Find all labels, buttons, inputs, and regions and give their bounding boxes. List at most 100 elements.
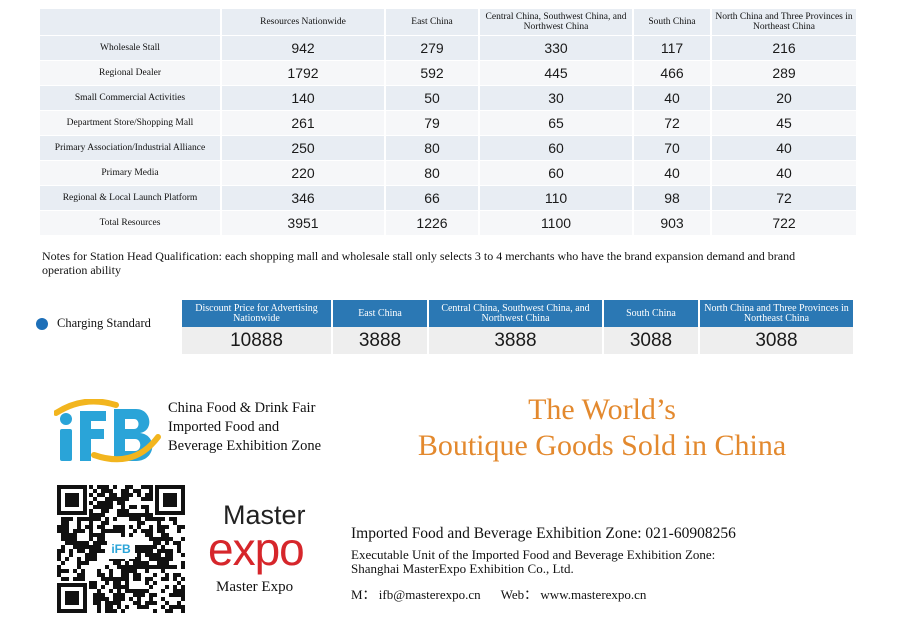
master-expo-logo-word: Master (223, 500, 306, 530)
header-corner (40, 9, 222, 36)
qr-module (141, 589, 145, 593)
qr-module (145, 601, 149, 605)
qr-module (141, 549, 145, 553)
qr-module (105, 605, 109, 609)
table-cell: 346 (221, 185, 386, 211)
table-cell: 592 (385, 60, 480, 86)
qr-module (57, 529, 61, 533)
price-cell: 3888 (428, 327, 604, 354)
qr-module (69, 533, 73, 537)
website-link[interactable]: Web： www.masterexpo.cn (500, 587, 647, 602)
qr-module (65, 569, 69, 573)
qr-module (177, 605, 181, 609)
qr-module (105, 485, 109, 489)
qr-module (149, 577, 153, 581)
qr-module (161, 569, 165, 573)
qr-module (137, 573, 141, 577)
qr-module (153, 609, 157, 613)
qr-module (137, 601, 141, 605)
qr-module (161, 529, 165, 533)
qr-module (165, 561, 169, 565)
qr-module (177, 593, 181, 597)
qr-module (93, 545, 97, 549)
row-label: Regional Dealer (40, 60, 222, 86)
qr-module (165, 541, 169, 545)
qr-module (165, 585, 169, 589)
qr-module (121, 585, 125, 589)
qr-module (145, 605, 149, 609)
qr-module (73, 541, 77, 545)
row-label: Department Store/Shopping Mall (40, 110, 222, 136)
qr-module (173, 593, 177, 597)
qr-module (85, 557, 89, 561)
qr-module (161, 589, 165, 593)
qr-module (129, 485, 133, 489)
qr-module (57, 565, 61, 569)
qr-module (137, 513, 141, 517)
qr-module (117, 561, 121, 565)
qr-module (113, 493, 117, 497)
qr-module (165, 525, 169, 529)
qr-module (149, 485, 153, 489)
qr-module (173, 541, 177, 545)
column-header: Resources Nationwide (221, 9, 386, 36)
qr-module (77, 541, 81, 545)
qr-module (65, 525, 69, 529)
expo-logo-word: expo (208, 523, 305, 575)
qr-module (97, 601, 101, 605)
qr-module (117, 585, 121, 589)
qr-module (141, 497, 145, 501)
qr-module (137, 545, 141, 549)
qr-module (101, 525, 105, 529)
qr-module (145, 565, 149, 569)
table-cell: 40 (633, 85, 712, 111)
qr-module (97, 537, 101, 541)
email-link[interactable]: M： ifb@masterexpo.cn (351, 587, 481, 602)
qr-module (177, 581, 181, 585)
qr-module (97, 589, 101, 593)
table-cell: 279 (385, 35, 480, 61)
qr-module (93, 497, 97, 501)
qr-module (77, 517, 81, 521)
qr-module (173, 517, 177, 521)
qr-module (121, 505, 125, 509)
qr-module (65, 533, 69, 537)
qr-module (97, 517, 101, 521)
qr-module (161, 577, 165, 581)
qr-module (77, 561, 81, 565)
qr-module (97, 501, 101, 505)
table-row: Regional & Local Launch Platform 346 66 110… (40, 185, 858, 211)
qr-module (89, 509, 93, 513)
qr-module (121, 525, 125, 529)
qr-module (165, 553, 169, 557)
qr-module (109, 505, 113, 509)
qr-module (145, 577, 149, 581)
qr-module (165, 565, 169, 569)
qr-module (101, 533, 105, 537)
qr-module (69, 553, 73, 557)
qr-module (61, 561, 65, 565)
qr-center-logo: iFB (111, 542, 131, 556)
qr-module (109, 501, 113, 505)
qr-module (165, 549, 169, 553)
qr-module (113, 585, 117, 589)
qr-module (101, 521, 105, 525)
qr-module (157, 529, 161, 533)
qr-module (141, 593, 145, 597)
qr-code: iFB (57, 485, 185, 613)
qr-module (117, 605, 121, 609)
qr-module (169, 537, 173, 541)
qr-module (105, 601, 109, 605)
qr-module (69, 541, 73, 545)
qr-module (169, 565, 173, 569)
qr-module (81, 545, 85, 549)
qr-module (97, 549, 101, 553)
qr-module (65, 577, 69, 581)
qr-module (169, 609, 173, 613)
table-row: Small Commercial Activities 140 50 30 40 20 (40, 85, 858, 111)
qr-module (101, 573, 105, 577)
resources-table: Resources Nationwide East China Central Ch… (40, 9, 858, 236)
qr-module (97, 597, 101, 601)
qr-module (81, 529, 85, 533)
ifb-line-2: Imported Food and (168, 419, 280, 435)
